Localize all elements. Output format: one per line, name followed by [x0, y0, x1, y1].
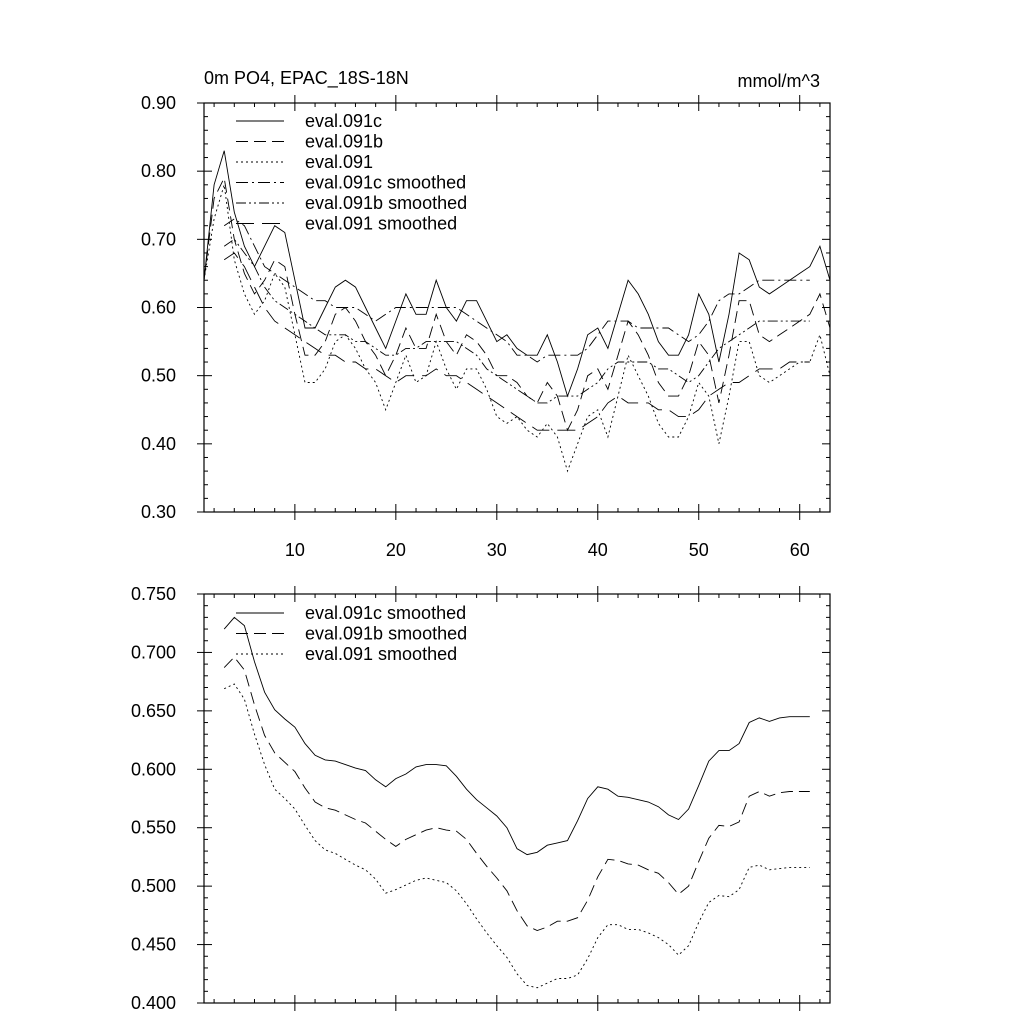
plot-frame: [203, 593, 831, 1004]
chart-title: 0m PO4, EPAC_18S-18N: [204, 68, 409, 89]
legend-label: eval.091c smoothed: [305, 173, 466, 193]
legend-label: eval.091b smoothed: [305, 193, 467, 213]
y-tick-label: 0.30: [141, 502, 176, 522]
legend-label: eval.091: [305, 152, 373, 172]
y-tick-label: 0.90: [141, 93, 176, 113]
x-tick-label: 50: [689, 540, 709, 560]
bottom-panel: 0.400 0.450 0.500 0.550 0.600 0.650 0.700 0.750…: [131, 584, 831, 1013]
y-tick-label: 0.500: [131, 876, 176, 896]
series-line-eval-091b-smoothed: [223, 656, 810, 931]
x-tick-label: 20: [386, 540, 406, 560]
legend-label: eval.091 smoothed: [305, 214, 457, 234]
y-tick-label: 0.600: [131, 759, 176, 779]
x-tick-label: 30: [487, 540, 507, 560]
series-line-eval-091c-smoothed: [223, 218, 810, 363]
y-tick-label: 0.50: [141, 366, 176, 386]
top-panel: 0m PO4, EPAC_18S-18N mmol/m^3 0.30 0.40 0.…: [141, 68, 831, 560]
y-tick-label: 0.60: [141, 298, 176, 318]
legend-label: eval.091c smoothed: [305, 603, 466, 623]
y-tick-label: 0.750: [131, 584, 176, 604]
series-line-eval-091c-smoothed: [223, 616, 810, 856]
x-tick-label: 10: [285, 540, 305, 560]
legend-label: eval.091b smoothed: [305, 624, 467, 644]
series-line-eval-091: [203, 184, 831, 473]
y-tick-label: 0.550: [131, 818, 176, 838]
y-tick-label: 0.700: [131, 642, 176, 662]
legend-label: eval.091 smoothed: [305, 644, 457, 664]
series-line-eval-091c: [203, 150, 831, 398]
y-tick-label: 0.40: [141, 434, 176, 454]
y-tick-label: 0.650: [131, 701, 176, 721]
units-label: mmol/m^3: [738, 71, 820, 91]
y-tick-label: 0.400: [131, 993, 176, 1013]
legend-label: eval.091c: [305, 111, 382, 131]
series-line-eval-091-smoothed: [223, 252, 810, 431]
series-line-eval-091b: [203, 176, 831, 432]
y-tick-label: 0.80: [141, 161, 176, 181]
x-tick-label: 40: [588, 540, 608, 560]
legend-label: eval.091b: [305, 132, 383, 152]
series-line-eval-091b-smoothed: [223, 238, 810, 404]
series-line-eval-091-smoothed: [224, 683, 810, 989]
plot-frame: [203, 102, 831, 513]
y-tick-label: 0.70: [141, 229, 176, 249]
x-tick-label: 60: [790, 540, 810, 560]
y-tick-label: 0.450: [131, 935, 176, 955]
